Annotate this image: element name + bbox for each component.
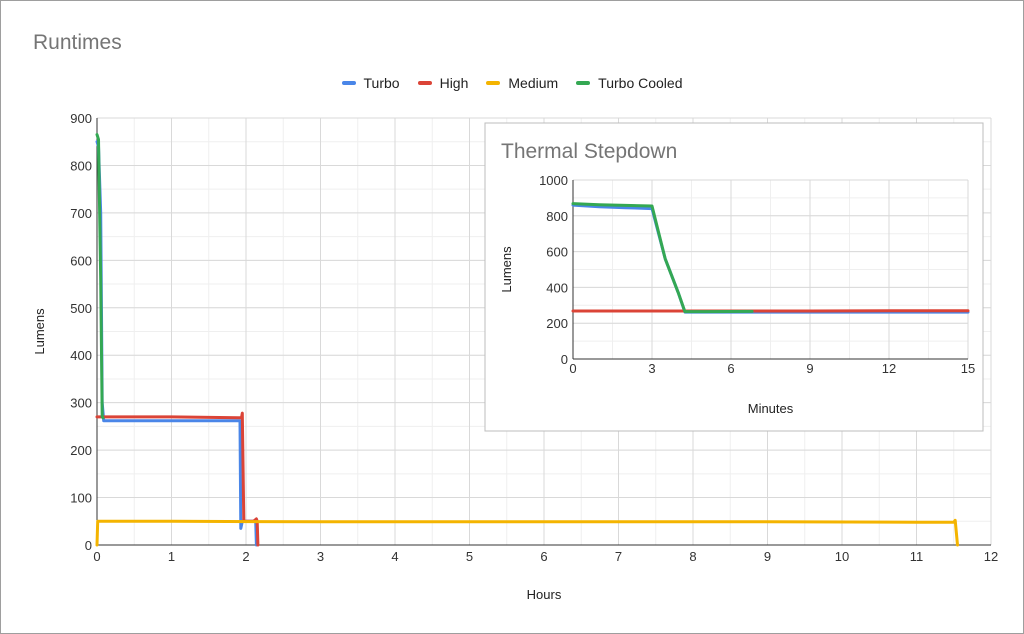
main-x-tick-label: 8 (689, 549, 696, 564)
main-y-tick-label: 600 (70, 253, 92, 268)
main-y-tick-label: 700 (70, 206, 92, 221)
main-x-tick-label: 0 (93, 549, 100, 564)
legend-swatch-medium (486, 81, 501, 85)
main-y-tick-label: 400 (70, 348, 92, 363)
inset-panel (484, 122, 984, 432)
main-x-axis-title: Hours (527, 587, 562, 602)
inset-y-tick-label: 1000 (539, 173, 568, 188)
main-y-tick-label: 800 (70, 158, 92, 173)
main-x-tick-label: 10 (835, 549, 849, 564)
main-series-medium (95, 518, 959, 547)
inset-x-tick-label: 9 (806, 361, 813, 376)
inset-x-tick-label: 6 (727, 361, 734, 376)
inset-x-tick-label: 12 (882, 361, 896, 376)
legend-label-medium: Medium (508, 75, 559, 91)
inset-y-tick-label: 600 (546, 245, 568, 260)
main-x-tick-label: 1 (168, 549, 175, 564)
main-y-axis-title: Lumens (32, 308, 47, 355)
legend-item-turbo[interactable]: Turbo (341, 75, 400, 91)
main-y-tick-label: 200 (70, 443, 92, 458)
main-x-tick-label: 3 (317, 549, 324, 564)
chart-title: Runtimes (33, 31, 122, 54)
main-x-tick-label: 12 (984, 549, 998, 564)
main-x-tick-label: 11 (910, 549, 924, 564)
inset-title: Thermal Stepdown (501, 140, 677, 163)
main-x-tick-label: 5 (466, 549, 473, 564)
legend-swatch-high (417, 81, 432, 85)
main-x-tick-label: 2 (242, 549, 249, 564)
main-series-turbo (95, 140, 258, 547)
inset-y-tick-label: 800 (546, 209, 568, 224)
inset-x-tick-label: 15 (961, 361, 975, 376)
legend-label-turbo: Turbo (363, 75, 400, 91)
main-x-tick-label: 4 (391, 549, 398, 564)
inset-y-tick-label: 0 (561, 352, 568, 367)
legend-label-high: High (439, 75, 469, 91)
inset-plot: 0 3 6 9 12 15 0 200 400 600 800 1000 Minutes Lumens (499, 173, 975, 416)
inset-y-tick-label: 400 (546, 280, 568, 295)
legend-label-turbo-cooled: Turbo Cooled (598, 75, 683, 91)
inset-series-turbo-cooled (571, 202, 754, 314)
inset-x-tick-label: 0 (569, 361, 576, 376)
legend-item-turbo-cooled[interactable]: Turbo Cooled (576, 75, 682, 91)
main-x-tick-label: 6 (540, 549, 547, 564)
main-y-tick-label: 300 (70, 396, 92, 411)
main-series-high (95, 411, 260, 547)
legend-item-high[interactable]: High (417, 75, 469, 91)
legend-swatch-turbo (341, 81, 356, 85)
main-x-tick-label: 7 (615, 549, 622, 564)
inset-y-axis-title: Lumens (499, 246, 514, 293)
main-y-tick-label: 500 (70, 301, 92, 316)
inset-x-tick-label: 3 (648, 361, 655, 376)
legend-swatch-turbo-cooled (576, 81, 591, 85)
legend-item-medium[interactable]: Medium (486, 75, 558, 91)
inset-x-axis-title: Minutes (748, 401, 794, 416)
inset-y-tick-label: 200 (546, 316, 568, 331)
main-y-tick-label: 900 (70, 111, 92, 126)
main-y-tick-label: 100 (70, 491, 92, 506)
main-series-turbo-cooled (95, 133, 105, 420)
main-y-tick-label: 0 (85, 538, 92, 553)
main-x-tick-label: 9 (764, 549, 771, 564)
legend: Turbo High Medium Turbo Cooled (0, 75, 1024, 91)
